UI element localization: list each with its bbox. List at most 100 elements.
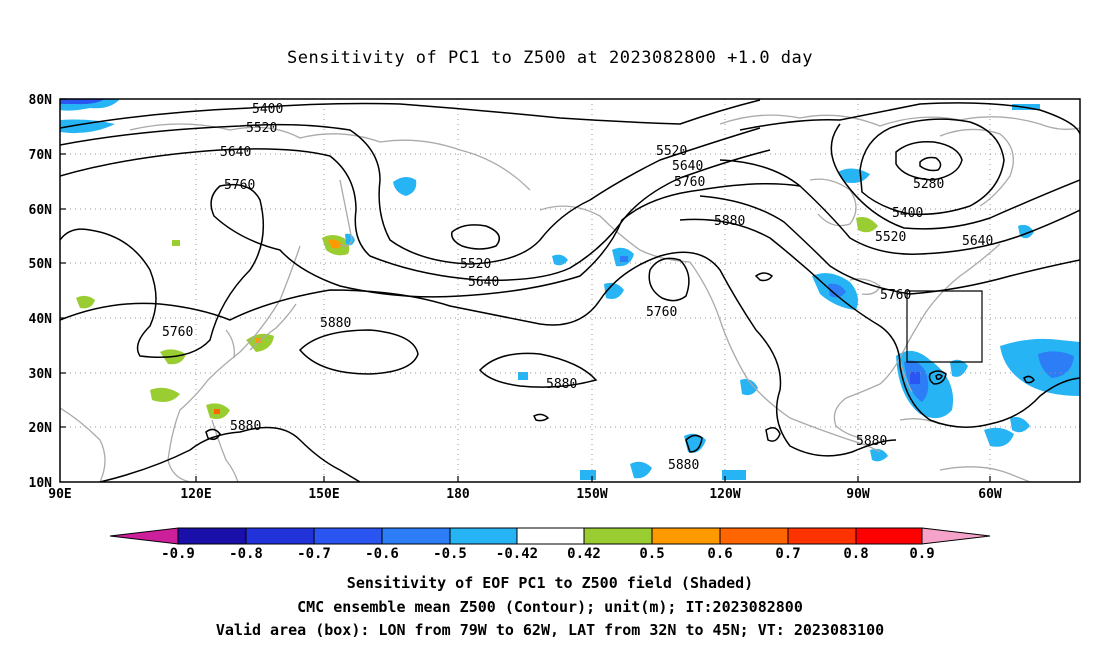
contour-5400-west [60, 99, 761, 129]
ctr-label-5760-d: 5760 [646, 305, 677, 320]
coast-siberia-north [129, 123, 531, 191]
shade-patch-epac-2 [580, 470, 596, 480]
lon-label-150e: 150E [308, 487, 339, 502]
lon-label-60w: 60W [978, 487, 1002, 502]
shade-patch-canada-1 [838, 168, 870, 183]
contour-5880-east [679, 218, 1080, 428]
shade-patch-kamchatka-blue [345, 233, 355, 246]
coast-gulf [833, 397, 863, 439]
lat-label-10n: 10N [29, 476, 53, 491]
shade-patch-atlantic-1 [950, 359, 968, 377]
ctr-label-5640-d: 5640 [672, 159, 703, 174]
contour-5880-sw [99, 426, 361, 482]
contour-5880-small-3 [685, 434, 703, 453]
contour-5760-west [60, 183, 801, 359]
shade-patch-arctic-west-2 [60, 119, 115, 134]
lon-label-120w: 120W [709, 487, 740, 502]
grid-layer [60, 99, 1080, 482]
ctr-label-5640-b: 5640 [468, 275, 499, 290]
coast-na-west [689, 261, 791, 419]
contour-5880-small-7 [935, 373, 943, 380]
colorbar: -0.9 -0.8 -0.7 -0.6 -0.5 -0.42 0.42 0.5 … [109, 527, 991, 562]
ctr-label-5400-a: 5400 [252, 102, 283, 117]
coast-indochina [60, 407, 106, 482]
caption-contour: CMC ensemble mean Z500 (Contour); unit(m… [297, 598, 803, 616]
ctr-label-5400-b: 5400 [892, 206, 923, 221]
colorbar-swatch-0 [177, 527, 247, 545]
contour-5880-ring-1 [298, 329, 419, 375]
shade-patch-carib [870, 448, 888, 462]
contour-5880-small-8 [1023, 375, 1035, 384]
shade-patch-npac-3 [604, 282, 624, 299]
colorbar-label-0: -0.9 [161, 546, 195, 562]
map-title: Sensitivity of PC1 to Z500 at 2023082800… [286, 48, 813, 68]
shade-patch-epac-1 [630, 461, 652, 479]
contour-5760-ring [648, 257, 690, 302]
shade-patch-hudson [856, 217, 878, 233]
coast-mexico [789, 417, 881, 453]
coast-japan [249, 303, 297, 351]
contour-5880-small-5 [532, 413, 550, 422]
colorbar-swatch-9 [787, 527, 857, 545]
coast-korea [225, 329, 235, 359]
ctr-label-5760-e: 5760 [880, 288, 911, 303]
shade-patch-hawaii [684, 433, 706, 453]
lon-label-180: 180 [446, 487, 470, 502]
colorbar-label-11: 0.9 [909, 546, 934, 562]
ctr-label-5280: 5280 [913, 177, 944, 192]
colorbar-swatch-5 [516, 527, 585, 545]
shade-patch-greatlakes-dark [828, 283, 846, 298]
ctr-label-5880-b: 5880 [714, 214, 745, 229]
shade-patch-china-1 [76, 295, 95, 309]
ctr-label-5880-a: 5880 [320, 316, 351, 331]
shade-patch-atlantic-3 [984, 427, 1014, 447]
shade-patch-japan-core [256, 338, 262, 343]
contour-5280-inner [919, 156, 942, 172]
colorbar-label-2: -0.7 [297, 546, 331, 562]
contour-5640-west [60, 148, 771, 281]
plot-frame [59, 98, 1081, 483]
colorbar-low-end [109, 527, 179, 545]
coast-asia-east [167, 245, 301, 482]
ctr-label-5760-a: 5760 [224, 178, 255, 193]
lon-label-90e: 90E [48, 487, 71, 502]
longitude-labels: 90E 120E 150E 180 150W 120W 90W 60W [48, 487, 1002, 502]
shade-patch-baja [740, 379, 758, 396]
contour-5640-east [719, 159, 1080, 255]
coast-philippines [211, 419, 239, 482]
coast-kamchatka [339, 179, 353, 247]
lon-label-150w: 150W [576, 487, 607, 502]
colorbar-swatch-6 [583, 527, 653, 545]
shade-patch-epac-3 [722, 470, 746, 480]
coast-hudson-bay [809, 178, 857, 227]
shade-patch-siberia [393, 176, 417, 196]
contour-5520-ring [450, 224, 501, 250]
ctr-label-5880-d: 5880 [856, 434, 887, 449]
coast-greenland [939, 128, 1014, 207]
valid-area-box-outline [906, 290, 983, 363]
lat-label-20n: 20N [29, 421, 53, 436]
contour-5520-east [739, 102, 1080, 230]
shade-patch-gulf-core [910, 372, 920, 384]
lat-label-80n: 80N [29, 93, 53, 108]
shade-patch-npac-4 [518, 372, 528, 380]
coast-alaska [539, 205, 691, 263]
contour-5280-ring [895, 140, 963, 181]
colorbar-high-end [921, 527, 991, 545]
lat-label-30n: 30N [29, 367, 53, 382]
contour-5880-small-6 [928, 370, 947, 385]
lat-label-40n: 40N [29, 312, 53, 327]
colorbar-label-3: -0.6 [365, 546, 399, 562]
colorbar-swatch-3 [381, 527, 451, 545]
contour-5880-west [60, 251, 897, 457]
contour-5520-west [60, 123, 761, 265]
latitude-labels: 80N 70N 60N 50N 40N 30N 20N 10N [29, 93, 53, 491]
ctr-label-5520-d: 5520 [656, 144, 687, 159]
shade-patch-taiwan-core [214, 409, 220, 414]
colorbar-label-7: 0.5 [639, 546, 664, 562]
lat-label-50n: 50N [29, 257, 53, 272]
contour-layer [60, 99, 1080, 482]
tick-marks [60, 98, 991, 482]
colorbar-swatch-10 [855, 527, 923, 545]
